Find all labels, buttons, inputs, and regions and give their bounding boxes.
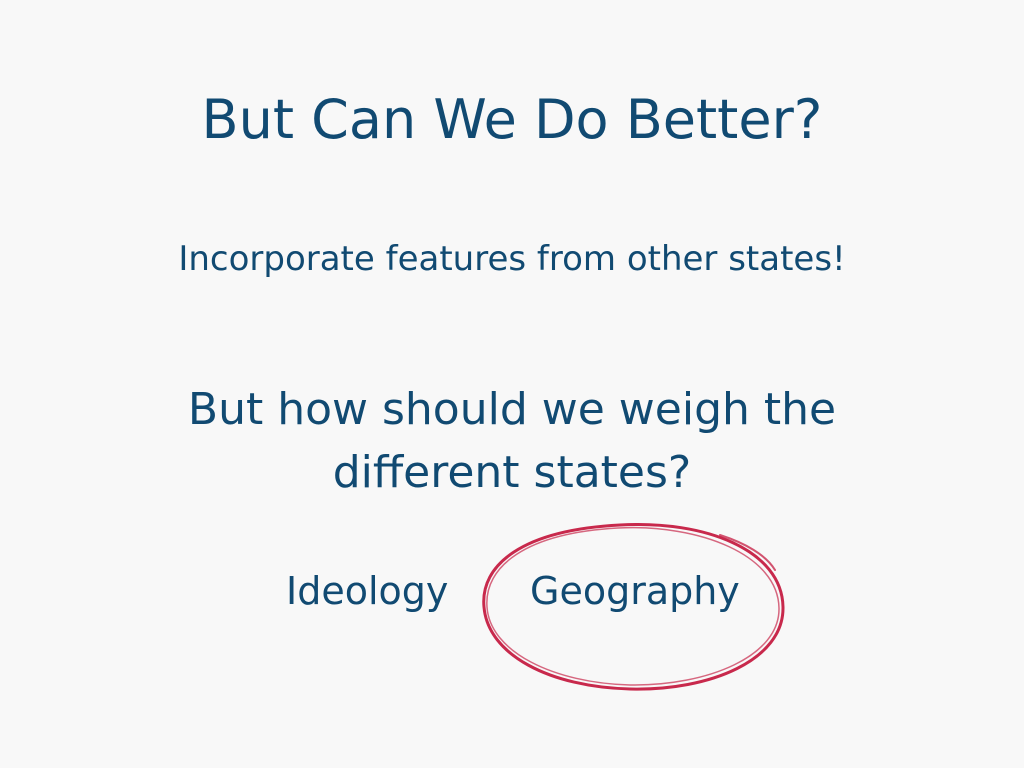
slide-question: But how should we weigh the different st… (187, 384, 837, 498)
option-geography: Geography (530, 569, 740, 613)
circle-stroke-main (482, 522, 785, 691)
circle-stroke-inner (486, 526, 780, 686)
option-ideology: Ideology (286, 569, 449, 613)
slide-title: But Can We Do Better? (201, 88, 823, 151)
slide-subtitle: Incorporate features from other states! (178, 239, 846, 279)
hand-drawn-circle-annotation (482, 522, 785, 691)
circle-stroke-tail (719, 534, 776, 571)
